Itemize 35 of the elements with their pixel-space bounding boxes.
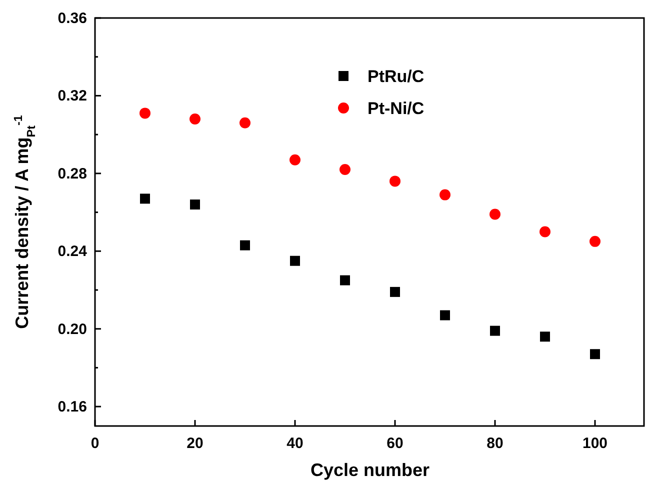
y-tick-label: 0.20 — [58, 320, 87, 338]
point — [240, 117, 250, 128]
point — [440, 189, 450, 200]
x-tick-label: 60 — [386, 435, 404, 452]
point — [290, 256, 300, 266]
y-tick-label: 0.24 — [58, 243, 88, 260]
point — [190, 200, 200, 210]
point — [540, 226, 550, 238]
x-tick-label: 80 — [486, 435, 504, 452]
point — [190, 114, 200, 125]
point — [490, 326, 500, 336]
point — [590, 236, 600, 247]
point — [540, 332, 550, 342]
point — [340, 164, 350, 176]
point — [490, 208, 500, 220]
point — [590, 349, 600, 360]
point — [290, 154, 300, 166]
y-tick-label: 0.32 — [58, 88, 87, 105]
point — [340, 275, 350, 286]
y-tick-label: 0.28 — [58, 165, 87, 182]
x-tick-label: 0 — [90, 435, 100, 452]
x-axis-title: Cycle number — [310, 460, 430, 480]
legend-label: Pt-Ni/C — [368, 99, 424, 118]
point — [390, 176, 400, 187]
point — [440, 310, 450, 320]
x-tick-label: 20 — [186, 435, 204, 452]
point — [140, 108, 150, 119]
x-tick-label: 40 — [286, 435, 304, 452]
y-tick-label: 0.36 — [58, 10, 87, 27]
point — [140, 194, 150, 204]
legend-label: PtRu/C — [368, 67, 424, 86]
x-tick-label: 100 — [582, 435, 608, 452]
point — [240, 240, 250, 250]
y-tick-label: 0.16 — [58, 398, 87, 416]
point — [390, 286, 400, 297]
